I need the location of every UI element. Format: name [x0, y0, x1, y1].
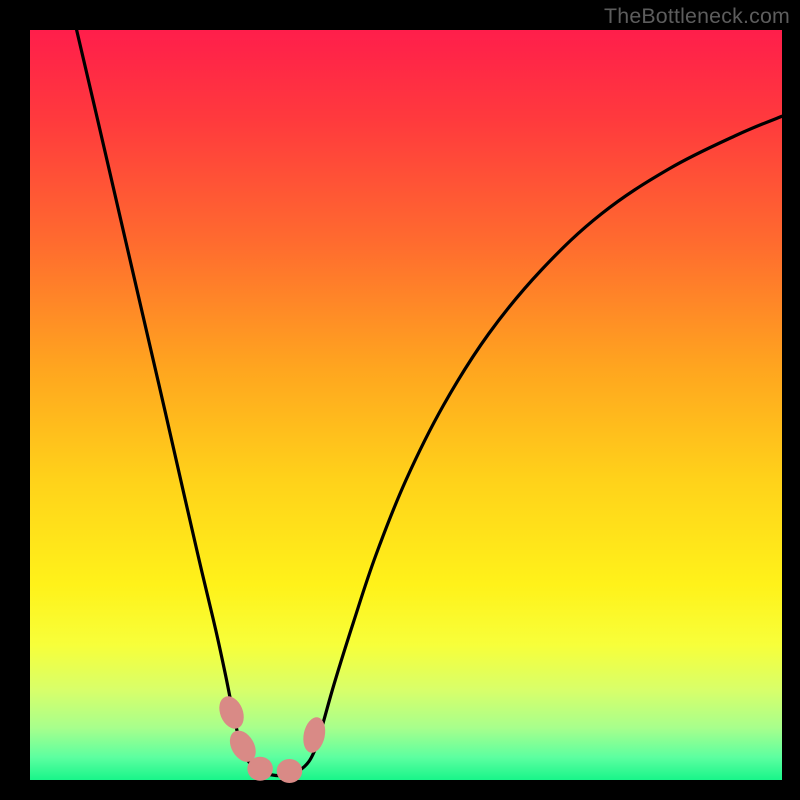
- watermark-text: TheBottleneck.com: [604, 4, 790, 29]
- curve-layer: [0, 0, 800, 800]
- valley-marker: [215, 693, 249, 733]
- chart-stage: TheBottleneck.com: [0, 0, 800, 800]
- bottleneck-curve: [77, 30, 782, 776]
- valley-marker: [277, 759, 303, 783]
- valley-marker: [247, 757, 273, 781]
